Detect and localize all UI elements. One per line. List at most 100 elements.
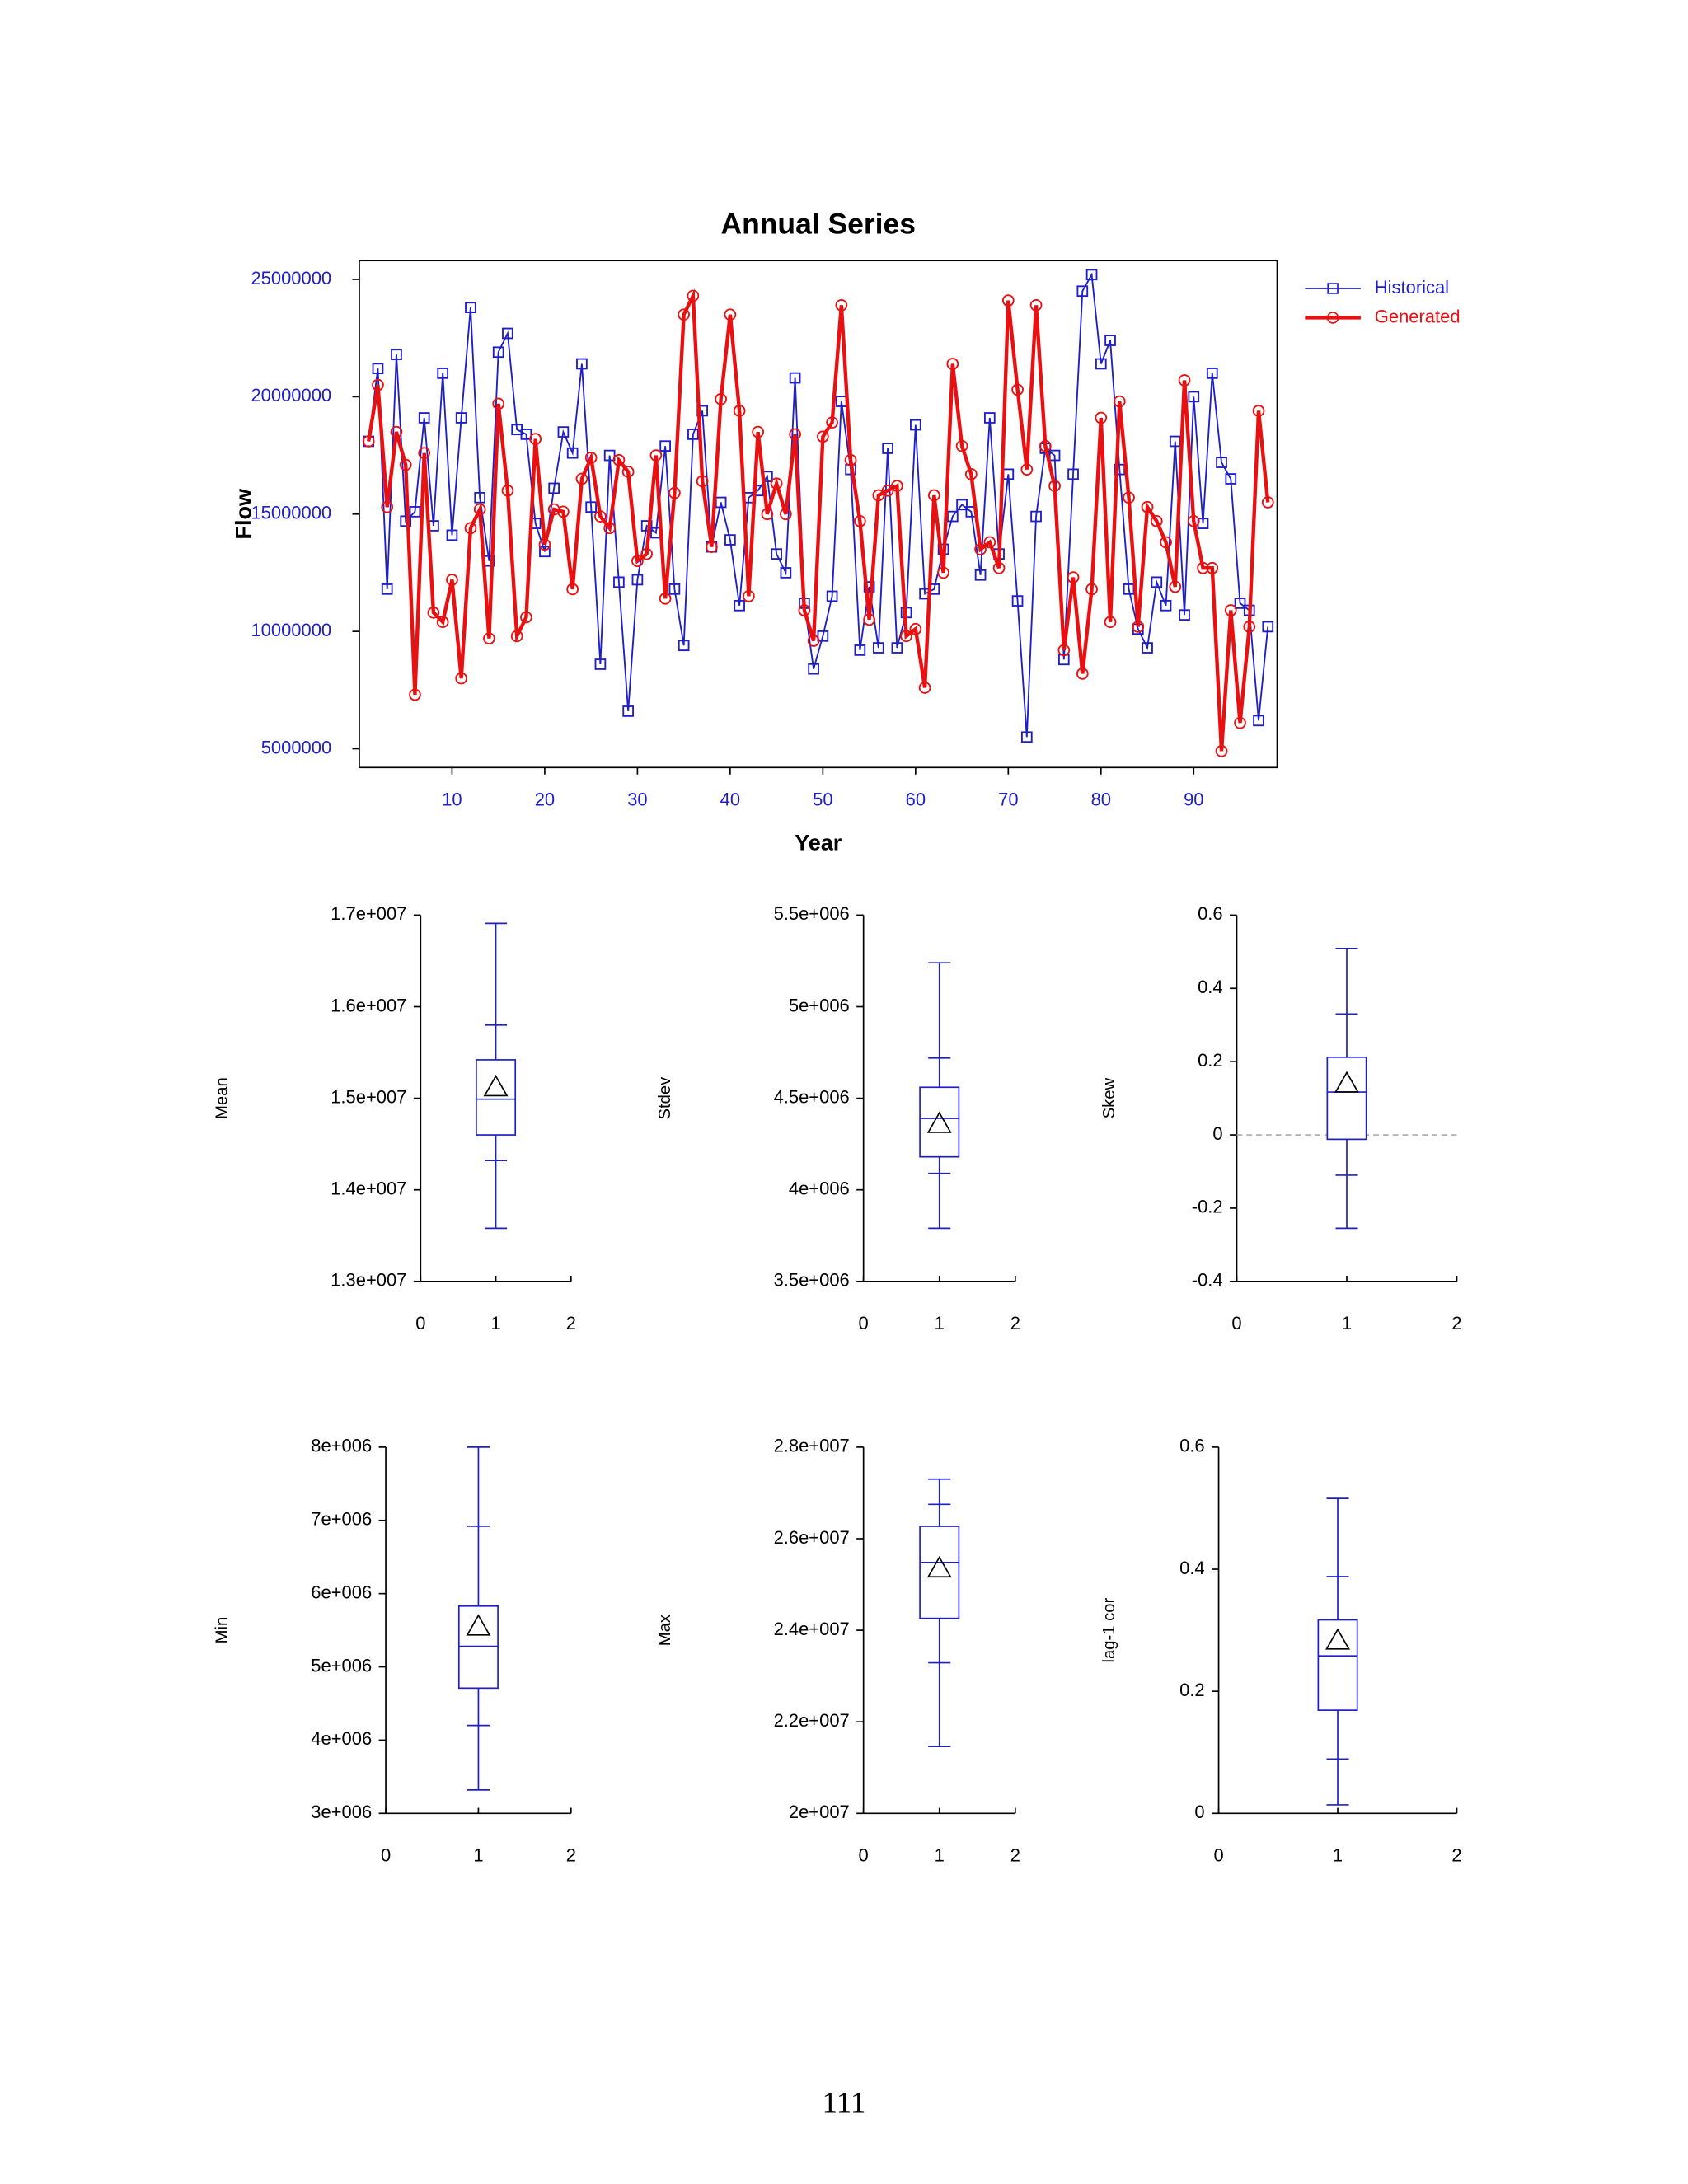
y-tick-label: 8e+006 — [311, 1436, 372, 1456]
data-point — [1216, 457, 1227, 468]
data-point — [1225, 473, 1237, 485]
data-point — [492, 397, 505, 410]
y-tick-label: 5.5e+006 — [774, 903, 850, 924]
y-tick-label: 15000000 — [251, 503, 331, 523]
box — [457, 1605, 499, 1690]
box — [1326, 1056, 1367, 1141]
data-point — [1234, 716, 1246, 729]
data-point — [603, 449, 616, 462]
data-point — [437, 368, 449, 379]
y-tick-label: 4e+006 — [789, 1179, 850, 1199]
data-point — [1179, 609, 1190, 621]
data-point — [1076, 285, 1089, 298]
x-tick-label: 1 — [1342, 1313, 1352, 1333]
data-point — [798, 604, 811, 616]
data-point — [381, 500, 394, 513]
box — [919, 1526, 960, 1619]
data-point — [362, 435, 375, 448]
y-tick-label: 20000000 — [251, 385, 331, 405]
y-tick-label: 5e+006 — [311, 1655, 372, 1675]
data-point — [1151, 576, 1163, 588]
data-point — [696, 475, 709, 488]
mean-marker — [926, 1111, 952, 1133]
data-point — [575, 472, 588, 485]
x-tick-label: 20 — [535, 790, 555, 810]
x-tick-label: 1 — [935, 1313, 945, 1333]
y-tick-label: 2.2e+007 — [774, 1710, 850, 1731]
data-point — [548, 482, 560, 494]
x-tick-label: 1 — [1333, 1844, 1343, 1865]
data-point — [474, 491, 486, 504]
data-point — [668, 486, 681, 499]
y-tick-label: 4e+006 — [311, 1728, 372, 1749]
data-point — [1113, 395, 1126, 408]
data-point — [983, 412, 996, 424]
data-point — [927, 489, 940, 502]
data-point — [1169, 580, 1182, 593]
y-axis-label: Mean — [213, 1077, 232, 1119]
data-point — [659, 592, 672, 605]
data-point — [492, 346, 504, 359]
data-point — [983, 536, 996, 549]
data-point — [780, 567, 792, 579]
data-point — [808, 663, 819, 675]
data-point — [585, 501, 598, 513]
data-point — [584, 452, 598, 464]
data-point — [1067, 571, 1080, 583]
data-point — [594, 658, 607, 670]
plot-frame — [359, 260, 1278, 769]
y-tick-label: 2.4e+007 — [774, 1619, 850, 1639]
data-point — [890, 480, 903, 492]
y-axis-label: Max — [656, 1615, 674, 1646]
x-tick-label: 80 — [1091, 790, 1111, 810]
y-tick-label: -0.2 — [1192, 1197, 1223, 1217]
data-point — [622, 705, 634, 717]
data-point — [910, 419, 921, 431]
data-point — [734, 599, 745, 612]
data-point — [427, 606, 440, 619]
data-point — [1187, 514, 1200, 527]
data-point — [1030, 510, 1042, 523]
data-point — [1197, 561, 1209, 574]
y-tick-label: 2.8e+007 — [774, 1436, 850, 1456]
mean-marker — [1325, 1628, 1350, 1650]
data-point — [409, 506, 421, 518]
y-tick-label: 0.2 — [1179, 1680, 1205, 1700]
data-point — [1048, 480, 1061, 492]
x-tick-label: 2 — [1010, 1844, 1020, 1865]
y-tick-label: 0 — [1212, 1123, 1222, 1144]
data-point — [1057, 644, 1071, 657]
box — [476, 1059, 517, 1136]
data-point — [789, 372, 801, 384]
data-point — [854, 514, 866, 527]
y-axis-label: Flow — [232, 488, 256, 540]
data-point — [1224, 604, 1237, 616]
data-point — [1020, 731, 1033, 743]
data-point — [1262, 621, 1274, 633]
series-line — [367, 288, 1270, 752]
data-point — [1188, 391, 1200, 403]
data-point — [733, 405, 746, 417]
data-point — [557, 505, 570, 518]
y-tick-label: 25000000 — [251, 268, 331, 288]
y-tick-label: 0.4 — [1198, 977, 1223, 997]
y-tick-label: 4.5e+006 — [774, 1086, 850, 1107]
data-point — [715, 392, 727, 405]
mean-marker — [466, 1614, 491, 1636]
data-point — [789, 428, 801, 441]
data-point — [780, 508, 792, 521]
data-point — [1011, 595, 1024, 607]
data-point — [400, 515, 412, 527]
y-tick-label: 1.7e+007 — [331, 903, 406, 924]
data-point — [520, 611, 532, 624]
data-point — [409, 688, 421, 701]
data-point — [529, 433, 542, 445]
data-point — [1215, 745, 1228, 757]
data-point — [937, 566, 950, 579]
data-point — [501, 484, 514, 497]
x-tick-label: 0 — [381, 1844, 391, 1865]
data-point — [510, 630, 523, 643]
y-tick-label: 0.6 — [1179, 1436, 1205, 1456]
data-point — [1001, 294, 1015, 307]
